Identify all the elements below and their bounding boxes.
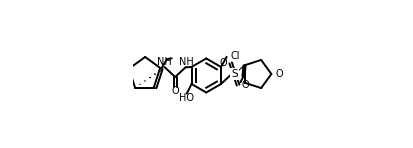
Text: O: O [171, 86, 178, 96]
Text: O: O [219, 58, 226, 68]
Polygon shape [242, 65, 245, 76]
Text: O: O [241, 80, 249, 90]
Text: NH: NH [179, 57, 194, 67]
Text: NH: NH [157, 57, 171, 67]
Text: O: O [275, 69, 283, 79]
Text: S: S [230, 69, 237, 79]
Text: HO: HO [178, 93, 193, 103]
Text: Cl: Cl [230, 51, 239, 61]
